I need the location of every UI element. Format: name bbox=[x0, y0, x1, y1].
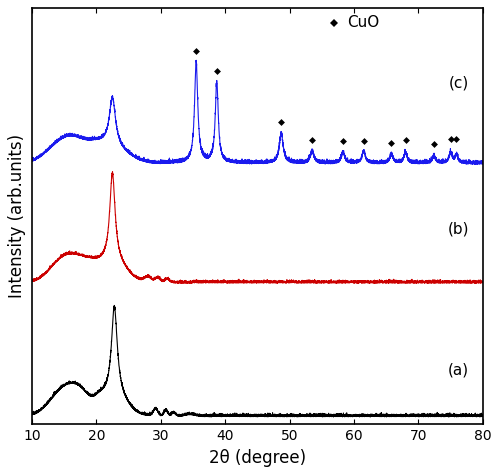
Y-axis label: Intensity (arb.units): Intensity (arb.units) bbox=[8, 134, 26, 298]
Text: (a): (a) bbox=[448, 363, 469, 378]
Text: CuO: CuO bbox=[348, 15, 380, 30]
X-axis label: 2θ (degree): 2θ (degree) bbox=[209, 449, 306, 466]
Text: (c): (c) bbox=[449, 76, 469, 91]
Text: (b): (b) bbox=[448, 221, 469, 236]
